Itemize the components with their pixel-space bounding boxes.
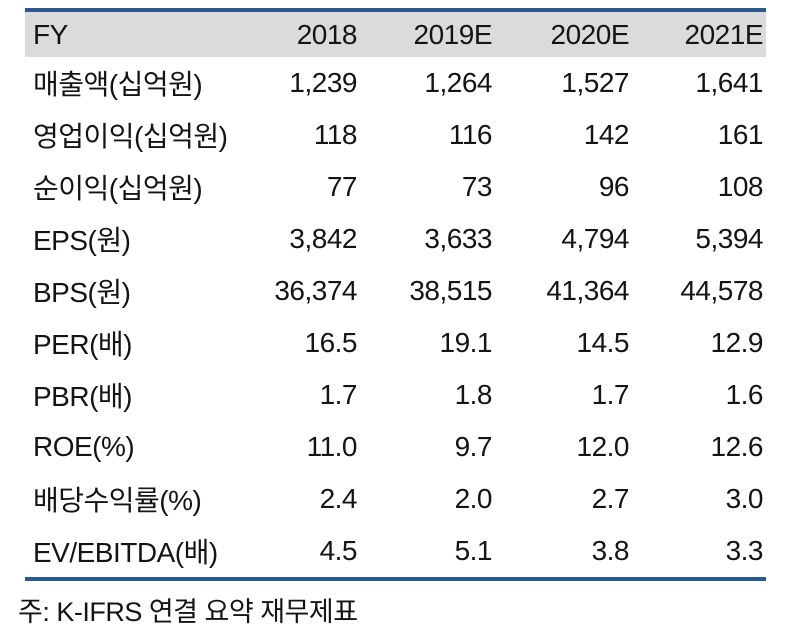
cell-value: 3,633 — [360, 213, 495, 265]
row-label: EV/EBITDA(배) — [25, 525, 225, 577]
cell-value: 38,515 — [360, 265, 495, 317]
cell-value: 96 — [495, 161, 632, 213]
cell-value: 108 — [632, 161, 766, 213]
cell-value: 1.6 — [632, 369, 766, 421]
cell-value: 16.5 — [225, 317, 360, 369]
cell-value: 73 — [360, 161, 495, 213]
cell-value: 12.9 — [632, 317, 766, 369]
cell-value: 12.6 — [632, 421, 766, 473]
cell-value: 3.3 — [632, 525, 766, 577]
row-label: 배당수익률(%) — [25, 473, 225, 525]
cell-value: 142 — [495, 109, 632, 161]
cell-value: 11.0 — [225, 421, 360, 473]
cell-value: 9.7 — [360, 421, 495, 473]
cell-value: 44,578 — [632, 265, 766, 317]
row-label: ROE(%) — [25, 421, 225, 473]
row-label: EPS(원) — [25, 213, 225, 265]
cell-value: 3.0 — [632, 473, 766, 525]
table-top-rule — [25, 8, 766, 12]
cell-value: 1.7 — [495, 369, 632, 421]
table-footnote: 주: K-IFRS 연결 요약 재무제표 — [18, 597, 358, 627]
table-row-bps: BPS(원) 36,374 38,515 41,364 44,578 — [25, 265, 766, 317]
cell-value: 5,394 — [632, 213, 766, 265]
row-label: BPS(원) — [25, 265, 225, 317]
table-row-operating-profit: 영업이익(십억원) 118 116 142 161 — [25, 109, 766, 161]
cell-value: 118 — [225, 109, 360, 161]
cell-value: 41,364 — [495, 265, 632, 317]
cell-value: 2.0 — [360, 473, 495, 525]
row-label: PER(배) — [25, 317, 225, 369]
cell-value: 1.8 — [360, 369, 495, 421]
column-header-2020e: 2020E — [495, 12, 632, 57]
table-header-row: FY 2018 2019E 2020E 2021E — [25, 12, 766, 57]
cell-value: 1,527 — [495, 57, 632, 109]
table-row-dividend-yield: 배당수익률(%) 2.4 2.0 2.7 3.0 — [25, 473, 766, 525]
table-row-eps: EPS(원) 3,842 3,633 4,794 5,394 — [25, 213, 766, 265]
cell-value: 77 — [225, 161, 360, 213]
cell-value: 3,842 — [225, 213, 360, 265]
cell-value: 3.8 — [495, 525, 632, 577]
table-row-per: PER(배) 16.5 19.1 14.5 12.9 — [25, 317, 766, 369]
fy-financial-summary-table: FY 2018 2019E 2020E 2021E 매출액(십억원) 1,239… — [25, 12, 766, 577]
row-label: 영업이익(십억원) — [25, 109, 228, 161]
cell-value: 1,264 — [360, 57, 495, 109]
column-header-2021e: 2021E — [632, 12, 766, 57]
cell-value: 19.1 — [360, 317, 495, 369]
cell-value: 14.5 — [495, 317, 632, 369]
cell-value: 4,794 — [495, 213, 632, 265]
cell-value: 1.7 — [225, 369, 360, 421]
cell-value: 1,239 — [225, 57, 360, 109]
cell-value: 12.0 — [495, 421, 632, 473]
table-row-pbr: PBR(배) 1.7 1.8 1.7 1.6 — [25, 369, 766, 421]
cell-value: 2.7 — [495, 473, 632, 525]
cell-value: 4.5 — [225, 525, 360, 577]
cell-value: 2.4 — [225, 473, 360, 525]
table-row-revenue: 매출액(십억원) 1,239 1,264 1,527 1,641 — [25, 57, 766, 109]
row-label: PBR(배) — [25, 369, 225, 421]
cell-value: 1,641 — [632, 57, 766, 109]
row-label: 매출액(십억원) — [25, 57, 225, 109]
column-header-2018: 2018 — [225, 12, 360, 57]
cell-value: 5.1 — [360, 525, 495, 577]
column-header-2019e: 2019E — [360, 12, 495, 57]
cell-value: 161 — [632, 109, 766, 161]
table-row-roe: ROE(%) 11.0 9.7 12.0 12.6 — [25, 421, 766, 473]
fy-summary-table-container: FY 2018 2019E 2020E 2021E 매출액(십억원) 1,239… — [18, 8, 766, 629]
cell-value: 116 — [360, 109, 495, 161]
table-row-ev-ebitda: EV/EBITDA(배) 4.5 5.1 3.8 3.3 — [25, 525, 766, 577]
row-label: 순이익(십억원) — [25, 161, 225, 213]
cell-value: 36,374 — [225, 265, 360, 317]
table-bottom-rule — [25, 577, 766, 581]
table-row-net-profit: 순이익(십억원) 77 73 96 108 — [25, 161, 766, 213]
column-header-fy: FY — [25, 12, 225, 57]
